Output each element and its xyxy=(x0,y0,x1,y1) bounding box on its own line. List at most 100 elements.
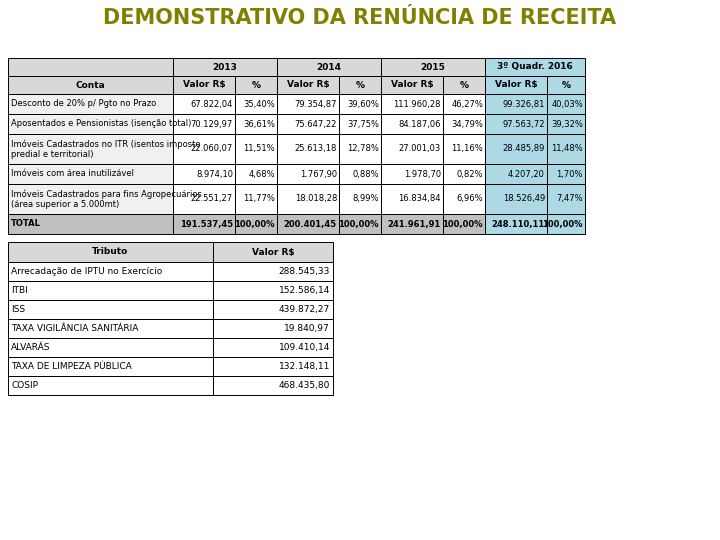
Text: ISS: ISS xyxy=(11,305,25,314)
Text: ALVARÁS: ALVARÁS xyxy=(11,343,50,352)
Text: 152.586,14: 152.586,14 xyxy=(279,286,330,295)
Bar xyxy=(443,114,485,134)
Bar xyxy=(213,262,333,281)
Text: DEMONSTRATIVO DA RENÚNCIA DE RECEITA: DEMONSTRATIVO DA RENÚNCIA DE RECEITA xyxy=(104,8,616,28)
Text: 2013: 2013 xyxy=(212,63,238,71)
Text: 27.001,03: 27.001,03 xyxy=(399,145,441,153)
Bar xyxy=(443,184,485,214)
Text: 99.326,81: 99.326,81 xyxy=(503,99,545,109)
Text: 2014: 2014 xyxy=(317,63,341,71)
Text: 439.872,27: 439.872,27 xyxy=(279,305,330,314)
Text: ITBI: ITBI xyxy=(11,286,28,295)
Bar xyxy=(485,114,547,134)
Bar xyxy=(8,184,173,214)
Text: 100,00%: 100,00% xyxy=(542,219,583,228)
Text: 4.207,20: 4.207,20 xyxy=(508,170,545,179)
Bar xyxy=(213,300,333,319)
Text: 288.545,33: 288.545,33 xyxy=(279,267,330,276)
Text: 22.551,27: 22.551,27 xyxy=(191,194,233,204)
Text: 100,00%: 100,00% xyxy=(443,219,483,228)
Text: 0,88%: 0,88% xyxy=(352,170,379,179)
Text: %: % xyxy=(562,80,570,90)
Text: 37,75%: 37,75% xyxy=(347,119,379,129)
Text: 8,99%: 8,99% xyxy=(353,194,379,204)
Bar xyxy=(213,338,333,357)
Text: 248.110,11: 248.110,11 xyxy=(492,219,545,228)
Bar xyxy=(173,214,235,234)
Text: 0,82%: 0,82% xyxy=(456,170,483,179)
Text: %: % xyxy=(251,80,261,90)
Bar xyxy=(8,300,213,319)
Bar xyxy=(8,281,213,300)
Bar xyxy=(213,242,333,262)
Bar xyxy=(485,214,547,234)
Text: TAXA VIGILÂNCIA SANITÁRIA: TAXA VIGILÂNCIA SANITÁRIA xyxy=(11,324,138,333)
Text: 111.960,28: 111.960,28 xyxy=(394,99,441,109)
Bar xyxy=(277,114,339,134)
Text: Valor R$: Valor R$ xyxy=(287,80,329,90)
Bar xyxy=(339,214,381,234)
Text: 18.018,28: 18.018,28 xyxy=(294,194,337,204)
Bar xyxy=(235,164,277,184)
Text: 39,60%: 39,60% xyxy=(347,99,379,109)
Text: Valor R$: Valor R$ xyxy=(391,80,433,90)
Text: Imóveis Cadastrados para fins Agropecuários
(área superior a 5.000mt): Imóveis Cadastrados para fins Agropecuár… xyxy=(11,189,202,209)
Text: 200.401,45: 200.401,45 xyxy=(284,219,337,228)
Text: 11,77%: 11,77% xyxy=(243,194,275,204)
Bar xyxy=(443,94,485,114)
Bar xyxy=(173,58,277,76)
Bar xyxy=(173,164,235,184)
Text: 4,68%: 4,68% xyxy=(248,170,275,179)
Bar xyxy=(547,76,585,94)
Text: 97.563,72: 97.563,72 xyxy=(503,119,545,129)
Text: Desconto de 20% p/ Pgto no Prazo: Desconto de 20% p/ Pgto no Prazo xyxy=(11,99,156,109)
Text: 1.978,70: 1.978,70 xyxy=(404,170,441,179)
Bar xyxy=(485,164,547,184)
Bar xyxy=(381,76,443,94)
Bar xyxy=(443,76,485,94)
Bar xyxy=(8,338,213,357)
Text: 79.354,87: 79.354,87 xyxy=(294,99,337,109)
Text: 16.834,84: 16.834,84 xyxy=(398,194,441,204)
Text: 40,03%: 40,03% xyxy=(552,99,583,109)
Text: 84.187,06: 84.187,06 xyxy=(398,119,441,129)
Bar xyxy=(173,184,235,214)
Text: 75.647,22: 75.647,22 xyxy=(294,119,337,129)
Bar xyxy=(8,376,213,395)
Bar xyxy=(8,319,213,338)
Bar xyxy=(213,281,333,300)
Text: 18.526,49: 18.526,49 xyxy=(503,194,545,204)
Bar xyxy=(381,134,443,164)
Bar xyxy=(381,114,443,134)
Text: COSIP: COSIP xyxy=(11,381,38,390)
Bar xyxy=(443,214,485,234)
Text: 241.961,91: 241.961,91 xyxy=(388,219,441,228)
Text: 35,40%: 35,40% xyxy=(243,99,275,109)
Text: 25.613,18: 25.613,18 xyxy=(294,145,337,153)
Bar xyxy=(547,184,585,214)
Text: Valor R$: Valor R$ xyxy=(183,80,225,90)
Text: 12,78%: 12,78% xyxy=(347,145,379,153)
Bar xyxy=(173,134,235,164)
Bar xyxy=(235,214,277,234)
Bar xyxy=(339,184,381,214)
Text: Tributo: Tributo xyxy=(92,247,129,256)
Text: 100,00%: 100,00% xyxy=(235,219,275,228)
Text: 109.410,14: 109.410,14 xyxy=(279,343,330,352)
Bar xyxy=(213,319,333,338)
Text: %: % xyxy=(356,80,364,90)
Bar xyxy=(277,214,339,234)
Bar xyxy=(213,376,333,395)
Bar xyxy=(443,164,485,184)
Text: 46,27%: 46,27% xyxy=(451,99,483,109)
Bar xyxy=(213,357,333,376)
Text: %: % xyxy=(459,80,469,90)
Bar xyxy=(235,134,277,164)
Text: Conta: Conta xyxy=(76,80,105,90)
Text: 28.485,89: 28.485,89 xyxy=(503,145,545,153)
Text: 34,79%: 34,79% xyxy=(451,119,483,129)
Text: 1.767,90: 1.767,90 xyxy=(300,170,337,179)
Bar xyxy=(485,184,547,214)
Text: 7,47%: 7,47% xyxy=(557,194,583,204)
Bar xyxy=(277,58,381,76)
